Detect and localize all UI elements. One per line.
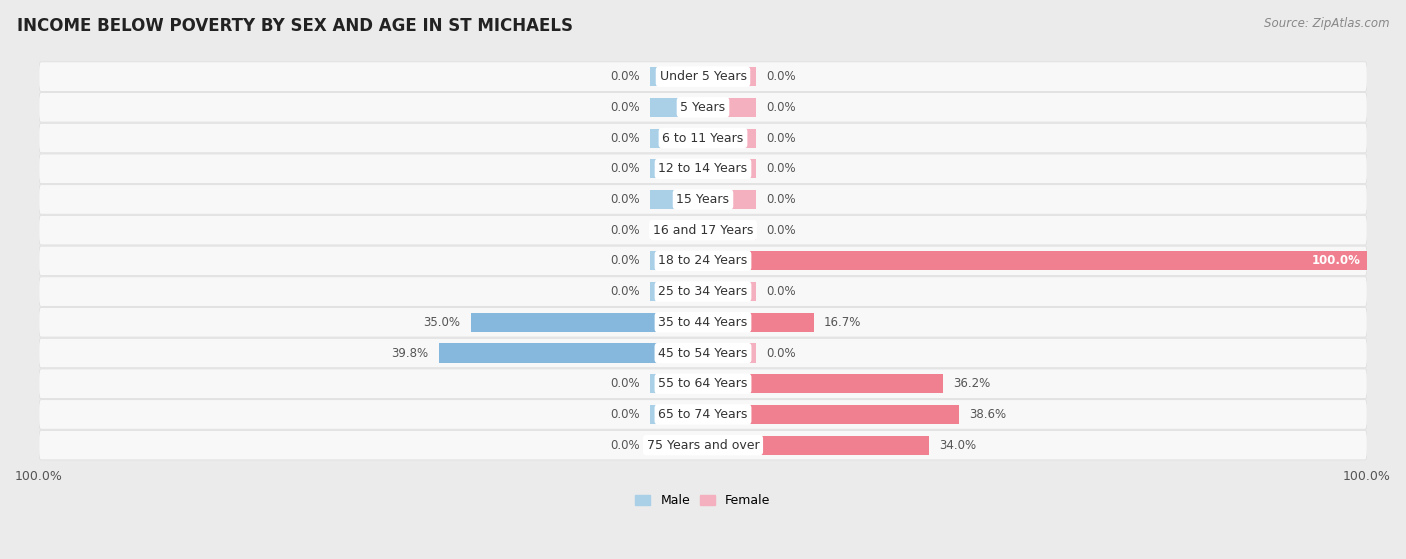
Bar: [703, 98, 756, 117]
FancyBboxPatch shape: [39, 246, 1367, 276]
FancyBboxPatch shape: [39, 62, 1367, 91]
Text: 0.0%: 0.0%: [610, 408, 640, 421]
Bar: [650, 67, 703, 86]
Text: 100.0%: 100.0%: [1312, 254, 1361, 267]
Bar: [650, 435, 703, 454]
Bar: [703, 282, 756, 301]
Bar: [703, 435, 929, 454]
FancyBboxPatch shape: [39, 430, 1367, 460]
Bar: [703, 435, 929, 454]
Bar: [650, 435, 703, 454]
Bar: [703, 313, 814, 332]
Bar: [650, 98, 703, 117]
FancyBboxPatch shape: [39, 184, 1367, 214]
Bar: [703, 374, 943, 393]
Text: 6 to 11 Years: 6 to 11 Years: [662, 131, 744, 145]
Text: 0.0%: 0.0%: [766, 193, 796, 206]
Bar: [650, 129, 703, 148]
Bar: [439, 343, 703, 363]
FancyBboxPatch shape: [39, 93, 1367, 122]
Bar: [650, 129, 703, 148]
Text: 25 to 34 Years: 25 to 34 Years: [658, 285, 748, 298]
Bar: [650, 282, 703, 301]
Bar: [703, 405, 959, 424]
Bar: [439, 343, 703, 363]
Text: 0.0%: 0.0%: [610, 162, 640, 175]
Bar: [703, 129, 756, 148]
Text: Under 5 Years: Under 5 Years: [659, 70, 747, 83]
FancyBboxPatch shape: [39, 215, 1367, 245]
Text: 0.0%: 0.0%: [766, 162, 796, 175]
Text: 0.0%: 0.0%: [766, 347, 796, 359]
FancyBboxPatch shape: [39, 154, 1367, 183]
FancyBboxPatch shape: [39, 338, 1367, 368]
Bar: [703, 252, 1367, 271]
Text: 12 to 14 Years: 12 to 14 Years: [658, 162, 748, 175]
FancyBboxPatch shape: [39, 369, 1367, 399]
Text: 16 and 17 Years: 16 and 17 Years: [652, 224, 754, 236]
Text: 34.0%: 34.0%: [939, 439, 976, 452]
Text: 0.0%: 0.0%: [610, 101, 640, 114]
FancyBboxPatch shape: [39, 124, 1367, 153]
Text: 18 to 24 Years: 18 to 24 Years: [658, 254, 748, 267]
Text: 45 to 54 Years: 45 to 54 Years: [658, 347, 748, 359]
Bar: [650, 159, 703, 178]
Text: 15 Years: 15 Years: [676, 193, 730, 206]
Bar: [471, 313, 703, 332]
Bar: [650, 374, 703, 393]
Text: 0.0%: 0.0%: [766, 131, 796, 145]
Text: 5 Years: 5 Years: [681, 101, 725, 114]
Bar: [650, 98, 703, 117]
Bar: [703, 405, 959, 424]
Text: 0.0%: 0.0%: [610, 377, 640, 390]
Bar: [703, 252, 1367, 271]
Text: 55 to 64 Years: 55 to 64 Years: [658, 377, 748, 390]
Text: 39.8%: 39.8%: [392, 347, 429, 359]
Bar: [650, 67, 703, 86]
Text: 0.0%: 0.0%: [610, 285, 640, 298]
Text: 0.0%: 0.0%: [610, 224, 640, 236]
Bar: [650, 190, 703, 209]
Bar: [650, 374, 703, 393]
Text: 36.2%: 36.2%: [953, 377, 991, 390]
Bar: [650, 252, 703, 271]
Bar: [650, 252, 703, 271]
Bar: [650, 190, 703, 209]
Bar: [703, 159, 756, 178]
Bar: [703, 343, 756, 363]
Text: 0.0%: 0.0%: [766, 101, 796, 114]
Text: 0.0%: 0.0%: [610, 193, 640, 206]
Text: 0.0%: 0.0%: [610, 131, 640, 145]
Bar: [703, 221, 756, 240]
Bar: [650, 405, 703, 424]
Text: 0.0%: 0.0%: [610, 70, 640, 83]
Text: Source: ZipAtlas.com: Source: ZipAtlas.com: [1264, 17, 1389, 30]
Text: 75 Years and over: 75 Years and over: [647, 439, 759, 452]
Bar: [650, 405, 703, 424]
Text: INCOME BELOW POVERTY BY SEX AND AGE IN ST MICHAELS: INCOME BELOW POVERTY BY SEX AND AGE IN S…: [17, 17, 572, 35]
Text: 0.0%: 0.0%: [766, 285, 796, 298]
Bar: [703, 67, 756, 86]
Bar: [650, 221, 703, 240]
Bar: [703, 313, 814, 332]
Text: 35 to 44 Years: 35 to 44 Years: [658, 316, 748, 329]
FancyBboxPatch shape: [39, 277, 1367, 306]
Text: 38.6%: 38.6%: [969, 408, 1007, 421]
Text: 0.0%: 0.0%: [766, 70, 796, 83]
Bar: [703, 374, 943, 393]
Bar: [471, 313, 703, 332]
Bar: [650, 282, 703, 301]
FancyBboxPatch shape: [39, 400, 1367, 429]
Legend: Male, Female: Male, Female: [630, 489, 776, 512]
Text: 16.7%: 16.7%: [824, 316, 862, 329]
Text: 0.0%: 0.0%: [766, 224, 796, 236]
Text: 35.0%: 35.0%: [423, 316, 461, 329]
Bar: [703, 190, 756, 209]
FancyBboxPatch shape: [39, 307, 1367, 337]
Text: 0.0%: 0.0%: [610, 254, 640, 267]
Bar: [650, 221, 703, 240]
Bar: [650, 159, 703, 178]
Text: 65 to 74 Years: 65 to 74 Years: [658, 408, 748, 421]
Text: 0.0%: 0.0%: [610, 439, 640, 452]
